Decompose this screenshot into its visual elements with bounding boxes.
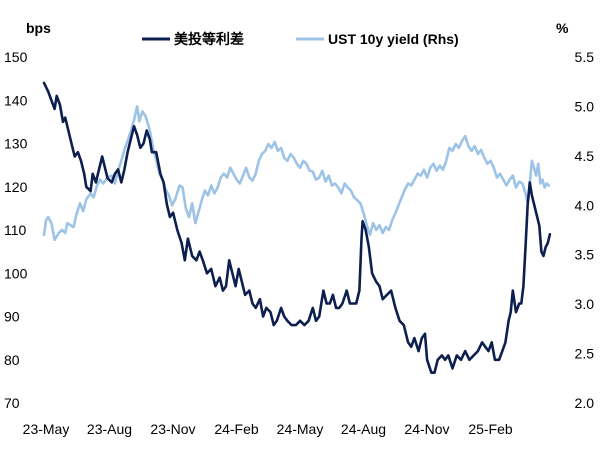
right-tick-label: 4.5 [575,148,595,164]
x-tick-label: 24-Nov [404,421,449,437]
legend-item-spread: 美投等利差 [142,31,244,47]
left-tick-label: 120 [4,179,28,195]
right-tick-label: 5.0 [575,98,595,114]
legend: 美投等利差 UST 10y yield (Rhs) [142,31,459,47]
x-tick-label: 25-Feb [468,421,513,437]
left-tick-label: 150 [4,49,28,65]
x-tick-label: 24-May [277,421,324,437]
left-tick-label: 90 [4,309,20,325]
legend-label-ust: UST 10y yield (Rhs) [328,31,459,47]
series-line-ig-spread [42,81,552,374]
right-axis-unit: % [556,20,569,36]
left-axis-ticks: 70 80 90 100 110 120 130 140 150 [4,49,28,411]
left-tick-label: 70 [4,395,20,411]
series-lines [42,81,552,374]
legend-label-spread: 美投等利差 [174,31,244,47]
legend-item-ust: UST 10y yield (Rhs) [296,31,459,47]
left-tick-label: 80 [4,352,20,368]
x-tick-label: 23-Aug [87,421,132,437]
x-axis-ticks: 23-May 23-Aug 23-Nov 24-Feb 24-May 24-Aug 24-N… [23,421,513,437]
right-tick-label: 2.0 [575,395,595,411]
right-tick-label: 4.0 [575,197,595,213]
left-axis-unit: bps [26,20,51,36]
x-tick-label: 24-Aug [341,421,386,437]
right-tick-label: 5.5 [575,49,595,65]
left-tick-label: 140 [4,92,28,108]
x-tick-label: 24-Feb [214,421,259,437]
left-tick-label: 100 [4,265,28,281]
left-tick-label: 110 [4,222,27,238]
right-tick-label: 3.5 [575,247,595,263]
right-axis-ticks: 2.0 2.5 3.0 3.5 4.0 4.5 5.0 5.5 [575,49,595,411]
right-tick-label: 3.0 [575,296,595,312]
series-line-ust-10y-yield [42,105,551,242]
x-tick-label: 23-May [23,421,70,437]
left-tick-label: 130 [4,136,28,152]
x-tick-label: 23-Nov [150,421,195,437]
right-tick-label: 2.5 [575,346,595,362]
